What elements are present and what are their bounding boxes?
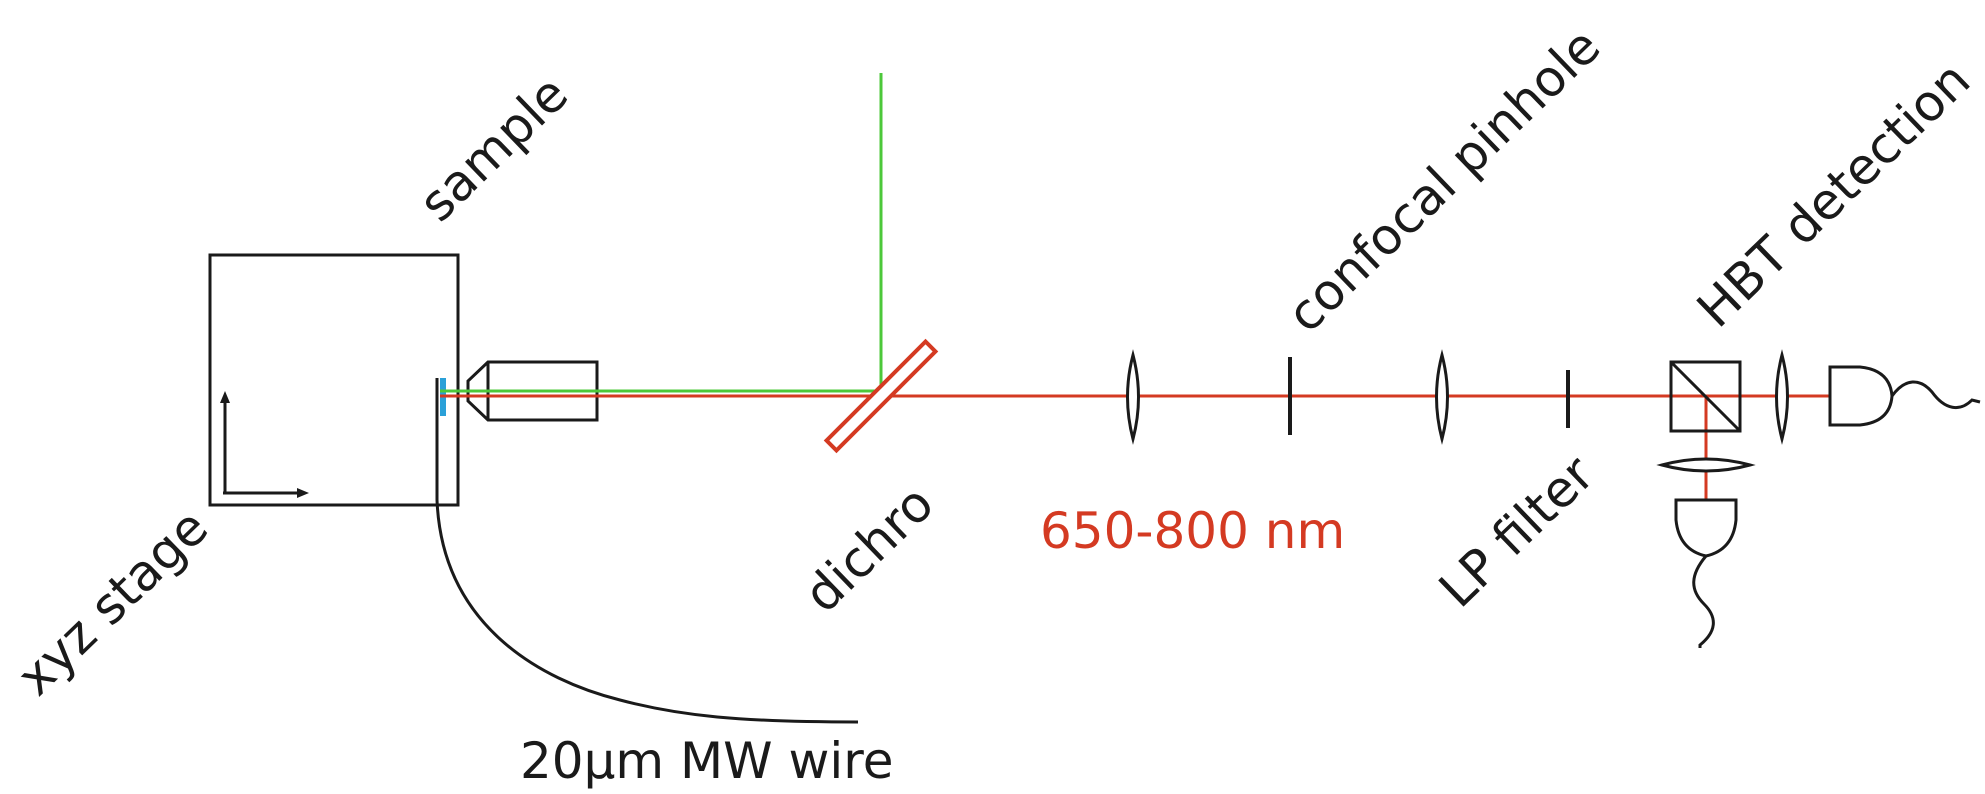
stage-axes-icon	[220, 391, 309, 498]
detector-2-icon	[1674, 498, 1738, 558]
hbt-detection-label: HBT detection	[1686, 51, 1981, 339]
beam-splitter-cube-icon	[1669, 360, 1742, 433]
lens-2-icon	[1435, 349, 1449, 445]
dichro-label: dichro	[793, 474, 945, 623]
stage-box	[208, 253, 460, 507]
xyz-stage	[208, 253, 460, 507]
wavelength-label: 650-800 nm	[1040, 502, 1345, 560]
mw-wire	[435, 378, 859, 724]
detector-1-cable	[1890, 380, 1981, 409]
lens-4-icon	[1656, 457, 1756, 473]
detector-2-cable	[1692, 555, 1715, 648]
lp-filter-label: LP filter	[1428, 444, 1605, 618]
lens-1-icon	[1126, 349, 1140, 445]
wire-label: 20µm MW wire	[520, 732, 894, 790]
lens-3-icon	[1775, 349, 1789, 445]
sample-label: sample	[408, 65, 579, 233]
confocal-pinhole-label: confocal pinhole	[1276, 17, 1611, 344]
dichroic-mirror	[823, 338, 939, 454]
detector-1-icon	[1828, 365, 1894, 427]
xyz-stage-label: xyz stage	[6, 498, 219, 707]
